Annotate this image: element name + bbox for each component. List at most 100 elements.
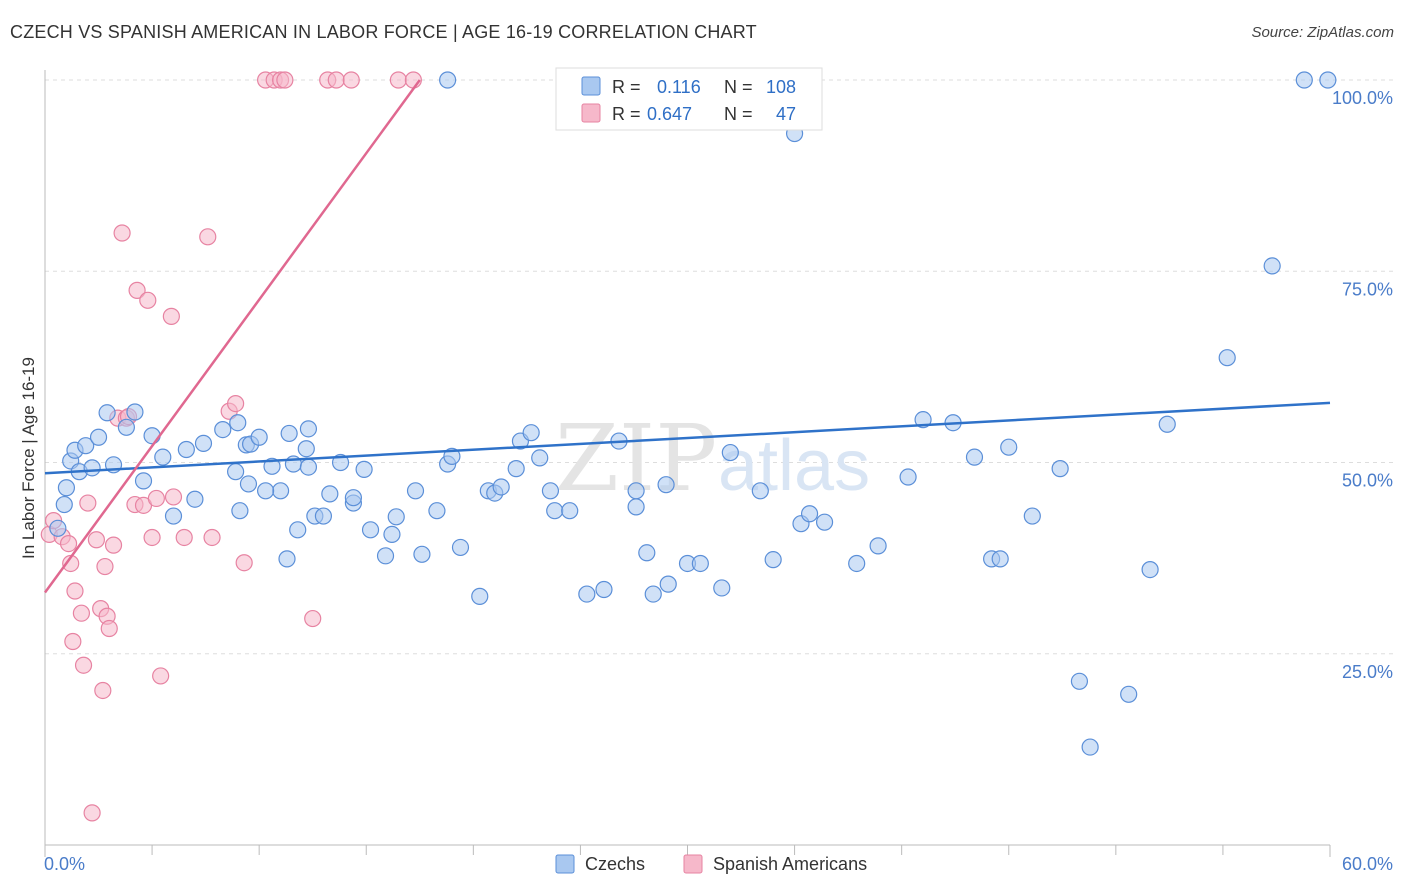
czech-point	[991, 550, 1009, 568]
spanish-point	[79, 494, 97, 512]
source-credit: Source: ZipAtlas.com	[1251, 24, 1394, 41]
stats-n-label-spanish: N =	[724, 104, 753, 124]
stats-n-value-spanish: 47	[776, 104, 796, 124]
spanish-point	[66, 582, 84, 600]
czech-point	[231, 502, 249, 520]
czech-point	[387, 508, 405, 526]
czech-point	[764, 551, 782, 569]
czech-point	[314, 507, 333, 525]
czech-point	[250, 428, 268, 446]
stats-r-label-czech: R =	[612, 77, 641, 97]
czech-point	[1158, 415, 1176, 433]
legend-czechs-swatch	[555, 854, 575, 874]
czech-point	[280, 424, 298, 443]
spanish-point	[389, 71, 407, 89]
spanish-point	[304, 609, 322, 628]
czech-point	[439, 71, 457, 89]
czech-point	[899, 468, 917, 486]
stats-legend-czech-swatch	[581, 76, 601, 96]
czech-point	[117, 418, 135, 436]
spanish-point	[147, 489, 165, 508]
spanish-point	[74, 656, 93, 674]
czech-point	[239, 475, 258, 493]
czech-point	[815, 513, 834, 531]
y-tick-label: 50.0%	[1342, 471, 1393, 491]
czech-point	[546, 502, 564, 520]
spanish-point	[199, 228, 217, 246]
stats-legend: R = 0.116 N = 108 R = 0.647 N = 47	[555, 67, 823, 131]
spanish-point	[203, 528, 221, 547]
czech-point	[263, 457, 281, 475]
czech-point	[1070, 672, 1089, 690]
spanish-point	[94, 681, 112, 700]
czech-trendline	[44, 401, 1331, 475]
spanish-point	[83, 804, 101, 822]
czech-point	[522, 424, 540, 442]
y-tick-label: 75.0%	[1342, 279, 1393, 299]
czech-point	[49, 519, 67, 537]
chart-title: CZECH VS SPANISH AMERICAN IN LABOR FORCE…	[10, 22, 757, 42]
czech-point	[299, 420, 318, 438]
czech-point	[406, 482, 425, 500]
czech-point	[721, 443, 739, 462]
czech-point	[413, 545, 431, 563]
czech-point	[1051, 460, 1069, 478]
czech-point	[344, 489, 362, 507]
bottom-legend: Czechs Spanish Americans	[555, 854, 867, 874]
czech-point	[154, 448, 172, 466]
trendlines	[43, 79, 1331, 594]
spanish-point	[104, 536, 123, 554]
spanish-point	[152, 667, 170, 685]
spanish-point	[235, 554, 253, 572]
x-ticks	[44, 845, 1331, 857]
stats-r-value-czech: 0.116	[657, 77, 701, 97]
spanish-point	[96, 557, 114, 576]
czech-point	[55, 495, 73, 514]
watermark: ZIP atlas	[555, 405, 870, 512]
czech-point	[134, 472, 153, 490]
czech-point	[98, 404, 116, 422]
spanish-point	[164, 488, 183, 506]
czech-point	[751, 482, 769, 500]
czech-point	[83, 459, 101, 477]
czech-point	[627, 482, 645, 500]
spanish-point	[227, 394, 245, 413]
czech-point	[297, 440, 315, 458]
czech-point	[321, 485, 339, 503]
spanish-point	[342, 71, 360, 89]
czech-point	[507, 460, 525, 478]
legend-spanish-label: Spanish Americans	[713, 854, 867, 874]
spanish-trendline	[43, 79, 421, 594]
spanish-point	[276, 71, 294, 89]
czech-point	[428, 502, 446, 520]
czech-point	[713, 579, 731, 597]
y-tick-labels: 25.0% 50.0% 75.0% 100.0%	[1332, 88, 1393, 682]
series-czechs-points	[49, 71, 1337, 756]
y-tick-label: 100.0%	[1332, 88, 1393, 108]
spanish-point	[87, 531, 106, 549]
czech-point	[471, 587, 489, 605]
series-spanish-americans-points	[40, 71, 422, 822]
spanish-point	[175, 528, 193, 547]
watermark-atlas: atlas	[718, 426, 870, 506]
czech-point	[578, 585, 596, 603]
spanish-point	[100, 619, 118, 638]
czech-point	[361, 521, 380, 539]
czech-point	[214, 421, 232, 439]
czech-point	[659, 575, 677, 593]
czech-point	[965, 448, 984, 466]
czech-point	[1263, 257, 1281, 275]
czech-point	[57, 479, 76, 497]
czech-point	[644, 585, 662, 603]
spanish-point	[113, 224, 131, 242]
czech-point	[657, 476, 675, 494]
czech-point	[1295, 71, 1313, 89]
czech-point	[271, 482, 290, 500]
czech-point	[1141, 560, 1159, 579]
czech-point	[331, 453, 350, 472]
stats-r-value-spanish: 0.647	[647, 104, 692, 124]
czech-point	[126, 403, 144, 421]
czech-point	[451, 538, 470, 557]
czech-point	[177, 440, 195, 459]
